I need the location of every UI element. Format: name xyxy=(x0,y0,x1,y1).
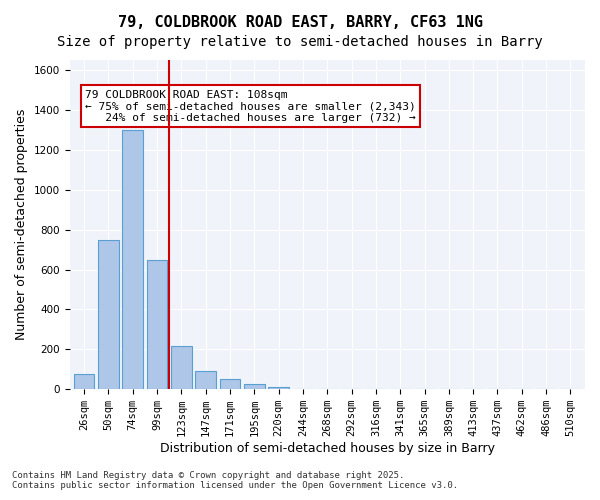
Bar xyxy=(98,240,119,389)
Text: Size of property relative to semi-detached houses in Barry: Size of property relative to semi-detach… xyxy=(57,35,543,49)
Bar xyxy=(74,374,94,389)
Bar xyxy=(293,388,313,389)
Bar xyxy=(268,387,289,389)
Text: 79 COLDBROOK ROAD EAST: 108sqm
← 75% of semi-detached houses are smaller (2,343): 79 COLDBROOK ROAD EAST: 108sqm ← 75% of … xyxy=(85,90,416,123)
Bar xyxy=(220,379,241,389)
X-axis label: Distribution of semi-detached houses by size in Barry: Distribution of semi-detached houses by … xyxy=(160,442,495,455)
Bar xyxy=(147,260,167,389)
Bar xyxy=(196,372,216,389)
Bar xyxy=(244,384,265,389)
Bar xyxy=(122,130,143,389)
Bar xyxy=(171,346,192,389)
Y-axis label: Number of semi-detached properties: Number of semi-detached properties xyxy=(15,109,28,340)
Text: 79, COLDBROOK ROAD EAST, BARRY, CF63 1NG: 79, COLDBROOK ROAD EAST, BARRY, CF63 1NG xyxy=(118,15,482,30)
Text: Contains HM Land Registry data © Crown copyright and database right 2025.
Contai: Contains HM Land Registry data © Crown c… xyxy=(12,470,458,490)
